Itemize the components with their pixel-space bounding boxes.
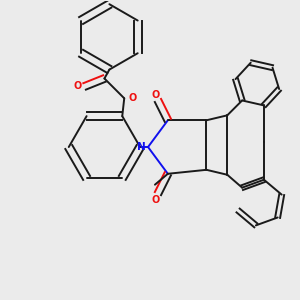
Text: O: O [152, 89, 160, 100]
Text: O: O [128, 93, 136, 103]
Text: O: O [74, 81, 82, 92]
Text: N: N [137, 142, 146, 152]
Text: O: O [152, 194, 160, 205]
